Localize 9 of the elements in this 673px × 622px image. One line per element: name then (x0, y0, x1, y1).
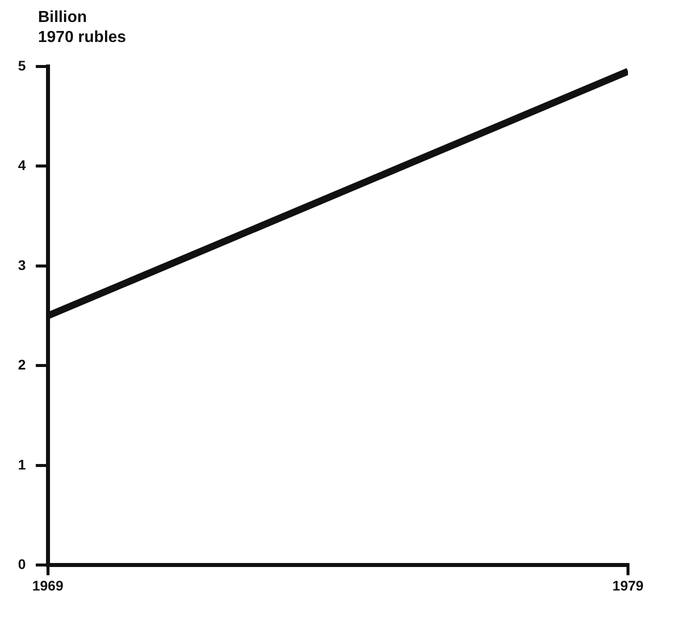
y-tick-label: 2 (18, 356, 26, 373)
x-tick-label: 1979 (612, 577, 644, 594)
y-tick-label: 1 (18, 456, 26, 472)
y-tick-label: 3 (18, 256, 26, 273)
y-tick-label: 5 (18, 57, 26, 74)
y-axis-title: Billion 1970 rubles (37, 8, 128, 48)
y-tick-label: 4 (18, 157, 26, 174)
x-tick-label: 1969 (32, 577, 64, 594)
y-tick-label: 0 (18, 556, 26, 572)
